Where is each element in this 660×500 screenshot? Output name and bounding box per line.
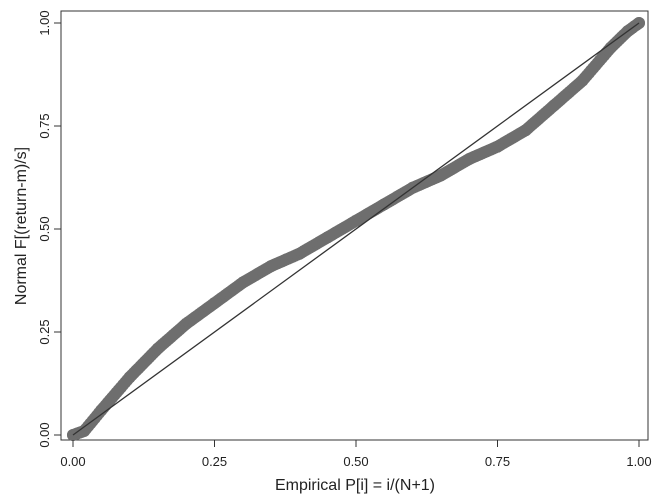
y-tick-label: 0.50 (37, 216, 52, 241)
y-tick-label: 0.75 (37, 113, 52, 138)
x-tick-label: 0.75 (485, 454, 510, 469)
y-tick-label: 0.25 (37, 319, 52, 344)
x-axis-label: Empirical P[i] = i/(N+1) (275, 477, 435, 494)
diagonal-reference-line (72, 22, 640, 436)
x-tick-label: 0.00 (60, 454, 85, 469)
x-axis: 0.00 0.25 0.50 0.75 1.00 (60, 440, 652, 469)
y-tick-label: 0.00 (37, 422, 52, 447)
y-axis: 0.00 0.25 0.50 0.75 1.00 (37, 10, 61, 448)
data-points (67, 17, 645, 441)
reference-line-layer (72, 22, 640, 436)
plot-frame (60, 10, 649, 441)
y-axis-label: Normal F[(return-m)/s] (13, 147, 30, 305)
x-tick-label: 1.00 (626, 454, 651, 469)
x-tick-label: 0.25 (202, 454, 227, 469)
x-tick-label: 0.50 (343, 454, 368, 469)
y-tick-label: 1.00 (37, 10, 52, 35)
